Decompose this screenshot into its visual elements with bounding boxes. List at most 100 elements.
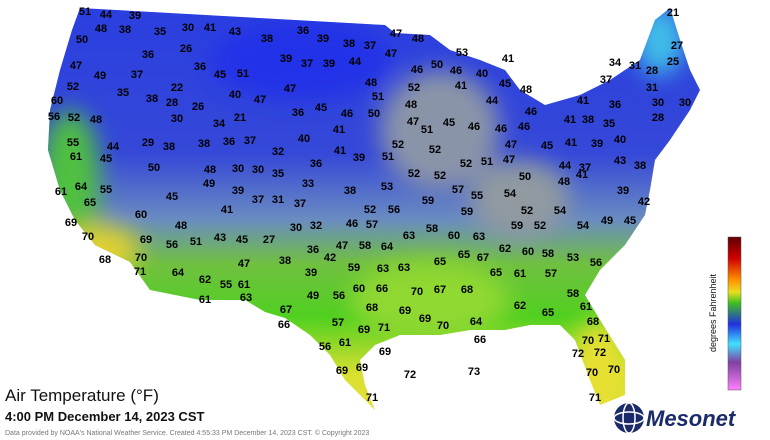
station-temperature: 55	[220, 279, 232, 291]
station-temperature: 30	[652, 97, 664, 109]
station-temperature: 44	[559, 160, 572, 172]
station-temperature: 48	[405, 99, 417, 111]
station-temperature: 35	[272, 168, 284, 180]
station-temperature: 65	[458, 249, 470, 261]
station-temperature: 41	[204, 22, 216, 34]
station-temperature: 57	[332, 317, 344, 329]
station-temperature: 56	[590, 257, 602, 269]
station-temperature: 59	[461, 206, 473, 218]
station-temperature: 52	[408, 168, 420, 180]
station-temperature: 49	[307, 290, 319, 302]
station-temperature: 27	[263, 234, 275, 246]
credit: Data provided by NOAA's National Weather…	[5, 429, 369, 437]
station-temperature: 28	[646, 65, 658, 77]
station-temperature: 28	[166, 97, 178, 109]
station-temperature: 46	[468, 121, 480, 133]
station-temperature: 52	[521, 205, 533, 217]
station-temperature: 69	[336, 365, 348, 377]
station-temperature: 49	[601, 215, 613, 227]
station-temperature: 38	[343, 38, 355, 50]
station-temperature: 46	[525, 106, 537, 118]
colorbar-label: degrees Fahrenheit	[708, 273, 718, 352]
station-temperature: 46	[495, 123, 507, 135]
station-temperature: 46	[346, 218, 358, 230]
station-temperature: 41	[455, 80, 467, 92]
station-temperature: 64	[75, 181, 88, 193]
station-temperature: 71	[366, 392, 378, 404]
station-temperature: 68	[587, 316, 599, 328]
station-temperature: 66	[474, 334, 486, 346]
station-temperature: 58	[567, 288, 579, 300]
station-temperature: 59	[511, 220, 523, 232]
station-temperature: 70	[135, 252, 147, 264]
station-temperature: 70	[586, 367, 598, 379]
station-temperature: 58	[359, 240, 371, 252]
station-temperature: 47	[238, 258, 250, 270]
station-temperature: 52	[429, 144, 441, 156]
station-temperature: 39	[323, 58, 335, 70]
station-temperature: 45	[100, 153, 112, 165]
station-temperature: 39	[232, 185, 244, 197]
station-temperature: 71	[589, 392, 601, 404]
station-temperature: 40	[229, 89, 241, 101]
station-temperature: 67	[477, 252, 489, 264]
station-temperature: 46	[411, 64, 423, 76]
station-temperature: 64	[381, 241, 394, 253]
station-temperature: 45	[499, 78, 511, 90]
station-temperature: 31	[646, 82, 658, 94]
station-temperature: 26	[180, 43, 192, 55]
station-temperature: 59	[348, 262, 360, 274]
station-temperature: 56	[333, 290, 345, 302]
station-temperature: 37	[131, 69, 143, 81]
station-temperature: 63	[398, 262, 410, 274]
station-temperature: 61	[339, 337, 351, 349]
logo: Mesonet	[613, 402, 737, 434]
station-temperature: 36	[223, 136, 235, 148]
station-temperature: 41	[333, 124, 345, 136]
station-temperature: 63	[240, 292, 252, 304]
station-temperature: 38	[582, 114, 594, 126]
station-temperature: 25	[667, 56, 679, 68]
station-temperature: 51	[190, 236, 202, 248]
station-temperature: 48	[95, 23, 107, 35]
station-temperature: 48	[204, 164, 216, 176]
colorbar-ramp	[727, 236, 742, 391]
station-temperature: 28	[652, 112, 664, 124]
station-temperature: 60	[522, 246, 534, 258]
station-temperature: 62	[199, 274, 211, 286]
station-temperature: 49	[203, 178, 215, 190]
station-temperature: 52	[392, 139, 404, 151]
station-temperature: 37	[244, 135, 256, 147]
station-temperature: 39	[280, 53, 292, 65]
station-temperature: 62	[514, 300, 526, 312]
station-temperature: 65	[490, 267, 502, 279]
station-temperature: 53	[381, 181, 393, 193]
station-temperature: 47	[503, 154, 515, 166]
station-temperature: 38	[261, 33, 273, 45]
station-temperature: 39	[617, 185, 629, 197]
station-temperature: 60	[51, 95, 63, 107]
station-temperature: 57	[452, 184, 464, 196]
station-temperature: 30	[252, 164, 264, 176]
station-temperature: 67	[280, 304, 292, 316]
station-temperature: 68	[461, 284, 473, 296]
station-temperature: 30	[232, 163, 244, 175]
station-temperature: 68	[366, 302, 378, 314]
station-temperature: 61	[55, 186, 67, 198]
station-temperature: 37	[294, 198, 306, 210]
station-temperature: 30	[679, 97, 691, 109]
station-temperature: 52	[434, 170, 446, 182]
station-temperature: 26	[192, 101, 204, 113]
station-temperature: 30	[290, 222, 302, 234]
station-temperature: 50	[431, 59, 443, 71]
station-temperature: 45	[166, 191, 178, 203]
station-temperature: 70	[608, 364, 620, 376]
station-temperature: 48	[175, 220, 187, 232]
station-temperature: 51	[481, 156, 493, 168]
station-temperature: 52	[67, 81, 79, 93]
station-temperature: 69	[358, 324, 370, 336]
station-temperature: 55	[67, 137, 79, 149]
station-temperature: 40	[298, 133, 310, 145]
station-temperature: 34	[213, 118, 226, 130]
